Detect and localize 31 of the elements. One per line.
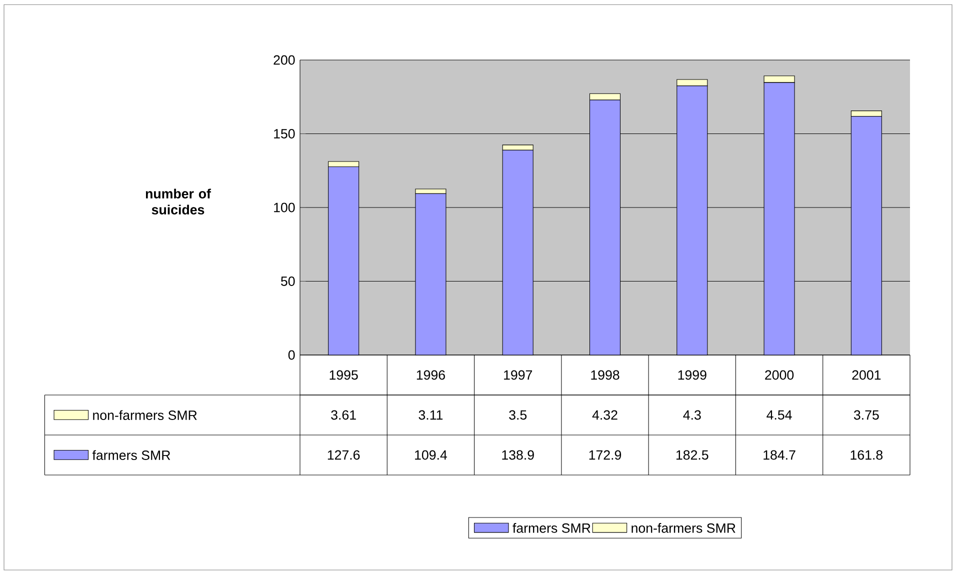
data-label: 161.8 [850, 450, 883, 460]
data-label: 182.5 [676, 450, 708, 460]
data-label: 3.5 [509, 410, 527, 420]
x-tick-label: 1998 [591, 370, 620, 380]
y-tick-label: 200 [274, 55, 295, 65]
data-label: 4.54 [766, 410, 792, 420]
data-label: 4.32 [592, 410, 618, 420]
legend-label: farmers SMR [512, 523, 590, 533]
text: non-farmers SMR [632, 523, 736, 533]
data-label: 172.9 [589, 450, 622, 460]
y-tick-label: 100 [274, 202, 295, 212]
data-label: 138.9 [502, 450, 534, 460]
y-tick-label: 50 [281, 276, 295, 286]
x-tick-label: 2001 [852, 370, 881, 380]
legend-label: non-farmers SMR [93, 410, 197, 420]
data-label: 3.11 [418, 410, 443, 420]
data-label: 4.3 [683, 410, 701, 420]
x-tick-label: 1999 [678, 370, 706, 380]
data-label: 3.75 [854, 410, 879, 420]
y-tick-label: 150 [274, 129, 295, 138]
y-tick-label: 0 [288, 350, 295, 360]
data-label: 3.61 [331, 410, 356, 420]
x-tick-label: 1995 [330, 370, 358, 380]
data-label: 184.7 [764, 450, 796, 460]
x-tick-label: 1997 [504, 370, 532, 380]
x-tick-label: 2000 [765, 370, 794, 380]
y-axis-title: number of suicides [146, 188, 211, 214]
data-label: 109.4 [415, 450, 448, 460]
data-label: 127.6 [328, 450, 360, 460]
x-tick-label: 1996 [416, 370, 445, 380]
text: farmers SMR [92, 450, 170, 460]
